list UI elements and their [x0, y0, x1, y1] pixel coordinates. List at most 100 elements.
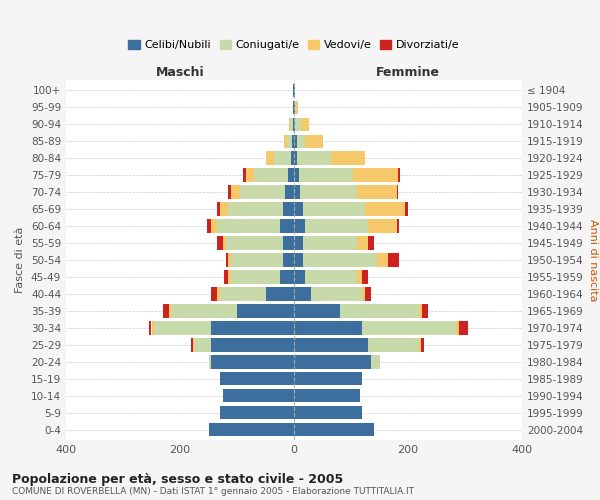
Bar: [294, 304, 340, 318]
Bar: [232, 270, 280, 283]
Bar: [368, 338, 419, 351]
Bar: [362, 322, 457, 334]
Bar: [302, 202, 365, 215]
Bar: [286, 186, 294, 198]
Bar: [340, 304, 419, 318]
Text: COMUNE DI ROVERBELLA (MN) - Dati ISTAT 1° gennaio 2005 - Elaborazione TUTTITALIA: COMUNE DI ROVERBELLA (MN) - Dati ISTAT 1…: [12, 486, 414, 496]
Bar: [280, 270, 294, 283]
Bar: [240, 186, 286, 198]
Bar: [294, 372, 362, 386]
Bar: [353, 168, 398, 181]
Bar: [365, 202, 405, 215]
Bar: [368, 220, 397, 232]
Bar: [283, 236, 294, 250]
Bar: [397, 186, 398, 198]
Bar: [302, 236, 357, 250]
Bar: [421, 338, 424, 351]
Bar: [265, 152, 274, 164]
Bar: [398, 168, 400, 181]
Bar: [220, 406, 294, 419]
Bar: [211, 338, 294, 351]
Bar: [296, 100, 298, 114]
Bar: [294, 338, 368, 351]
Bar: [229, 202, 283, 215]
Text: Femmine: Femmine: [376, 66, 440, 79]
Bar: [223, 389, 294, 402]
Bar: [362, 288, 365, 300]
Bar: [172, 304, 237, 318]
Bar: [362, 270, 368, 283]
Bar: [226, 254, 229, 266]
Bar: [207, 220, 211, 232]
Bar: [377, 254, 388, 266]
Bar: [149, 322, 151, 334]
Bar: [294, 236, 302, 250]
Bar: [356, 236, 368, 250]
Bar: [294, 356, 371, 368]
Bar: [302, 254, 377, 266]
Bar: [232, 254, 283, 266]
Bar: [305, 220, 368, 232]
Bar: [460, 322, 468, 334]
Bar: [368, 236, 374, 250]
Bar: [294, 322, 362, 334]
Bar: [232, 186, 240, 198]
Bar: [254, 168, 289, 181]
Bar: [299, 168, 353, 181]
Y-axis label: Anni di nascita: Anni di nascita: [587, 219, 598, 301]
Bar: [457, 322, 460, 334]
Bar: [229, 270, 232, 283]
Bar: [365, 288, 371, 300]
Bar: [220, 372, 294, 386]
Bar: [217, 236, 223, 250]
Bar: [151, 322, 154, 334]
Bar: [293, 118, 294, 131]
Bar: [229, 254, 232, 266]
Text: Maschi: Maschi: [155, 66, 205, 79]
Bar: [294, 254, 302, 266]
Bar: [371, 356, 380, 368]
Y-axis label: Fasce di età: Fasce di età: [16, 227, 25, 293]
Bar: [283, 202, 294, 215]
Bar: [217, 288, 220, 300]
Bar: [237, 304, 294, 318]
Bar: [294, 423, 374, 436]
Bar: [211, 220, 217, 232]
Bar: [294, 168, 299, 181]
Bar: [169, 304, 172, 318]
Bar: [292, 134, 294, 148]
Bar: [294, 406, 362, 419]
Bar: [311, 288, 362, 300]
Bar: [287, 134, 292, 148]
Bar: [294, 220, 305, 232]
Bar: [305, 270, 356, 283]
Bar: [301, 118, 310, 131]
Bar: [154, 322, 211, 334]
Bar: [290, 118, 293, 131]
Bar: [274, 152, 291, 164]
Bar: [220, 288, 265, 300]
Bar: [211, 288, 217, 300]
Bar: [356, 270, 362, 283]
Bar: [191, 338, 193, 351]
Bar: [405, 202, 408, 215]
Bar: [294, 288, 311, 300]
Bar: [294, 152, 297, 164]
Bar: [295, 118, 301, 131]
Bar: [217, 202, 220, 215]
Bar: [422, 304, 428, 318]
Bar: [294, 389, 359, 402]
Bar: [229, 186, 232, 198]
Bar: [297, 152, 331, 164]
Bar: [419, 304, 422, 318]
Bar: [243, 168, 245, 181]
Bar: [331, 152, 365, 164]
Bar: [211, 322, 294, 334]
Bar: [297, 134, 305, 148]
Bar: [388, 254, 400, 266]
Bar: [265, 288, 294, 300]
Bar: [305, 134, 323, 148]
Bar: [289, 118, 290, 131]
Bar: [294, 118, 295, 131]
Bar: [245, 168, 254, 181]
